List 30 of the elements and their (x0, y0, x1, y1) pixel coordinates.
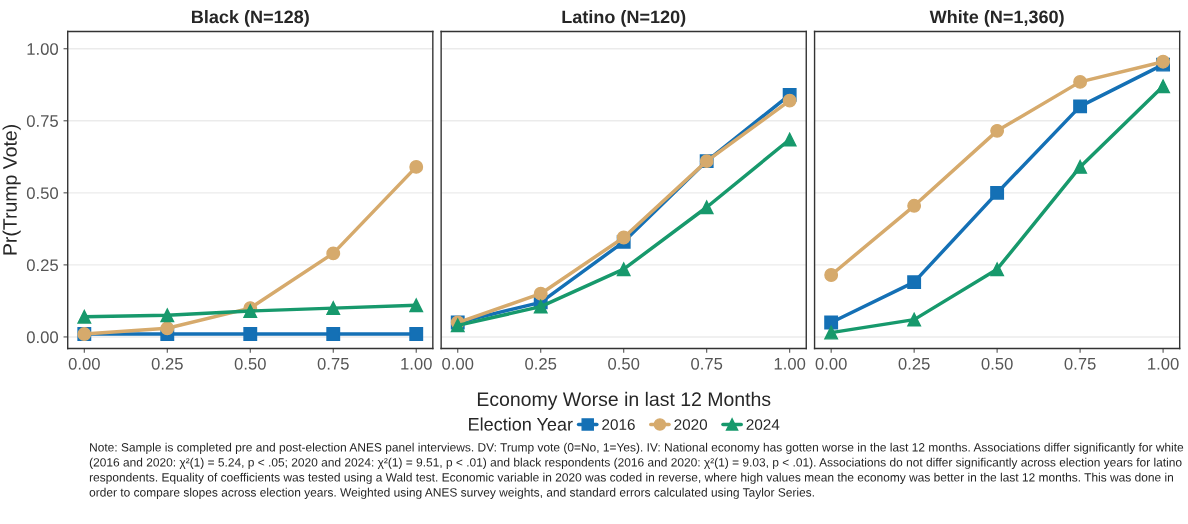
x-tick-label: 0.50 (608, 357, 640, 370)
x-tick-label: 0.25 (525, 357, 557, 370)
y-axis-title: Pr(Trump Vote) (2, 125, 21, 255)
x-tick-label: 1.00 (774, 357, 806, 370)
chart-title: Latino (N=120) (562, 10, 686, 27)
x-tick-label: 0.75 (1064, 357, 1096, 370)
x-tick-label: 1.00 (1148, 357, 1179, 370)
chart-title: Black (N=128) (192, 10, 309, 27)
y-tick-label: 0.25 (26, 259, 58, 272)
x-tick-label: 0.00 (68, 357, 100, 370)
y-tick-label: 0.00 (26, 331, 59, 344)
x-tick-label: 0.00 (815, 357, 847, 370)
text: Note: Sample is completed pre and post-election ANES panel interviews. DV: Trump vote (0=No, 1=Yes). IV: National economy has gotten worse in the last 12 months. Associations differ significantly for white (2016 and 2020: χ²(1) = 5.24, p < .05; 2020 and 2024: χ²(1) = 9.51, p < .01) and black respondents (2016 and 2020: χ²(1) = 9.03, p < .01). Associations do not differ significantly across election years for latino respondents. Equality of coefficients was tested using a Wald test. Economic variable in 2020 was coded in reverse, where high values mean the economy was better in the last 12 months. This was done in order to compare slopes across election years. Weighted using ANES survey weights, and standard errors calculated using Taylor Series. (89, 442, 1184, 499)
y-tick-label: 1.00 (27, 43, 59, 55)
x-tick-label: 0.50 (234, 357, 266, 370)
y-tick-label: 0.75 (26, 115, 58, 127)
legend-title: Election Year (469, 417, 573, 431)
legend-label: 2020 (674, 419, 708, 430)
x-tick-label: 0.75 (317, 357, 349, 370)
x-tick-label: 0.25 (151, 357, 183, 370)
x-tick-label: 1.00 (401, 357, 432, 370)
legend-label: 2016 (602, 419, 635, 430)
legend-label: 2024 (746, 419, 780, 430)
x-axis-title: Economy Worse in last 12 Months (477, 391, 771, 410)
chart-title: White (N=1,360) (929, 10, 1064, 27)
x-tick-label: 0.50 (981, 357, 1013, 370)
y-tick-label: 0.50 (26, 187, 59, 200)
x-tick-label: 0.25 (898, 357, 930, 370)
x-tick-label: 0.00 (442, 357, 474, 370)
x-tick-label: 0.75 (691, 357, 723, 370)
